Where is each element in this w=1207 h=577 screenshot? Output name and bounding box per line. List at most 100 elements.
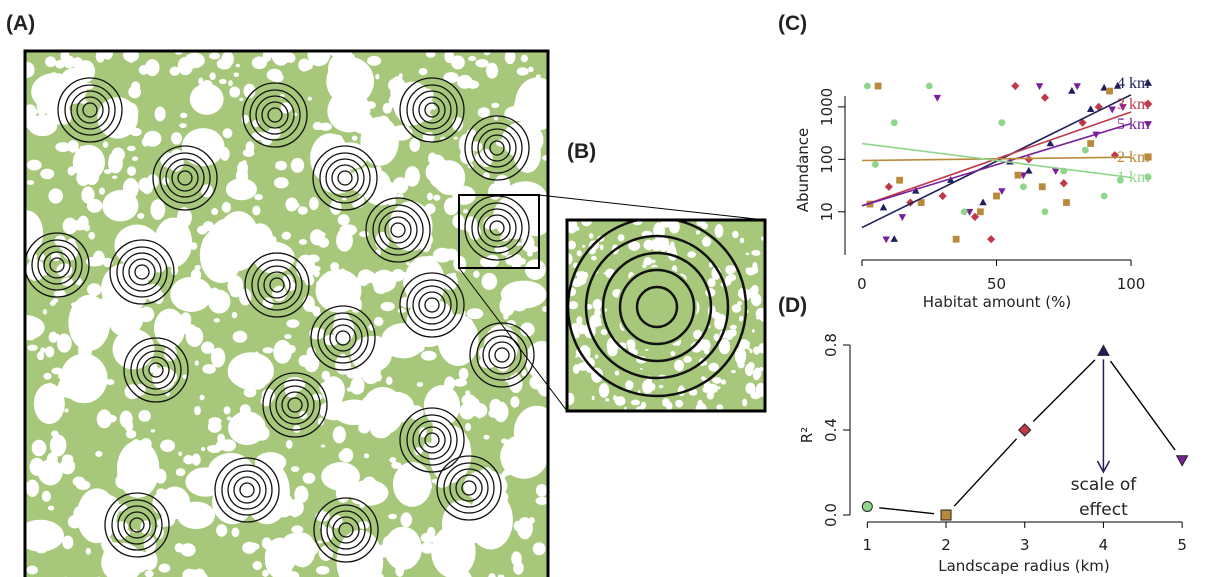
buffer-ring	[418, 96, 446, 124]
gap	[45, 56, 57, 68]
buffer-ring	[584, 234, 730, 380]
gap	[45, 522, 56, 531]
gap	[739, 237, 745, 244]
gap	[280, 553, 296, 570]
gap	[589, 233, 594, 239]
gap	[491, 102, 500, 109]
gap	[737, 301, 742, 306]
buffer-ring	[310, 305, 376, 371]
gap	[62, 55, 76, 69]
buffer-ring	[82, 102, 98, 118]
gap	[183, 454, 194, 465]
gap	[416, 448, 424, 453]
gap	[442, 273, 458, 291]
buffer-ring	[489, 140, 505, 156]
gap	[160, 439, 176, 453]
gap	[582, 244, 586, 248]
buffer-ring	[471, 202, 523, 254]
buffer-ring	[312, 145, 378, 211]
gap	[341, 197, 347, 201]
connector	[879, 507, 935, 515]
buffer-ring	[313, 497, 379, 563]
gap	[346, 387, 353, 392]
gap	[668, 220, 680, 234]
gap	[180, 112, 188, 119]
gap	[227, 498, 243, 515]
point	[1038, 183, 1046, 191]
point	[1106, 87, 1113, 95]
gap	[751, 284, 759, 295]
gap	[725, 265, 733, 275]
gap	[424, 203, 436, 215]
point	[1041, 208, 1049, 216]
x-tick-label: 5	[1177, 536, 1187, 554]
gap	[730, 369, 737, 374]
gap	[627, 339, 636, 352]
gap	[396, 193, 404, 198]
gap	[184, 52, 205, 69]
gap	[27, 344, 38, 351]
gap	[416, 382, 424, 387]
gap	[425, 163, 439, 181]
buffer-ring	[251, 259, 303, 311]
gap	[105, 379, 115, 386]
gap	[233, 72, 240, 77]
gap	[307, 51, 331, 67]
gap	[273, 339, 292, 364]
point	[998, 188, 1006, 195]
gap	[539, 215, 548, 222]
gap	[55, 142, 71, 152]
gap	[525, 288, 530, 292]
gap	[87, 283, 102, 297]
gap	[176, 244, 183, 251]
gap	[493, 115, 499, 121]
gap	[128, 85, 142, 99]
connector	[1032, 359, 1096, 423]
buffer-ring	[424, 432, 440, 448]
gap	[73, 506, 84, 522]
gap	[156, 488, 167, 496]
gap	[222, 128, 233, 139]
gap	[483, 434, 490, 440]
gap	[482, 535, 495, 546]
point	[1081, 146, 1089, 154]
point	[1097, 344, 1110, 356]
gap	[284, 334, 292, 340]
gap	[535, 496, 548, 505]
gap	[453, 136, 458, 140]
gap	[481, 272, 498, 291]
gap	[396, 482, 405, 494]
point	[1035, 83, 1044, 91]
gap	[71, 302, 78, 307]
gap	[209, 52, 221, 60]
point	[1059, 179, 1068, 188]
gap	[52, 298, 59, 303]
gap	[45, 346, 55, 358]
gap	[25, 210, 44, 256]
gap	[316, 565, 330, 575]
buffer-ring	[494, 347, 510, 363]
gap	[207, 420, 222, 433]
gap	[47, 382, 54, 390]
panel-label: (A)	[6, 12, 35, 35]
buffer-ring	[37, 245, 77, 285]
gap	[374, 173, 391, 191]
gap	[291, 525, 304, 534]
gap	[41, 490, 51, 502]
gap	[413, 342, 425, 353]
gap	[262, 569, 269, 577]
gap	[177, 283, 192, 303]
gap	[541, 306, 548, 313]
gap	[332, 314, 355, 344]
gap	[716, 404, 724, 411]
gap	[232, 330, 248, 343]
gap	[321, 462, 360, 491]
buffer-ring	[129, 517, 145, 533]
gap	[466, 308, 484, 320]
x-tick-label: 1	[863, 536, 873, 554]
gap	[123, 558, 131, 566]
gap	[750, 293, 762, 307]
buffer-ring	[257, 265, 297, 305]
gap	[293, 425, 301, 433]
